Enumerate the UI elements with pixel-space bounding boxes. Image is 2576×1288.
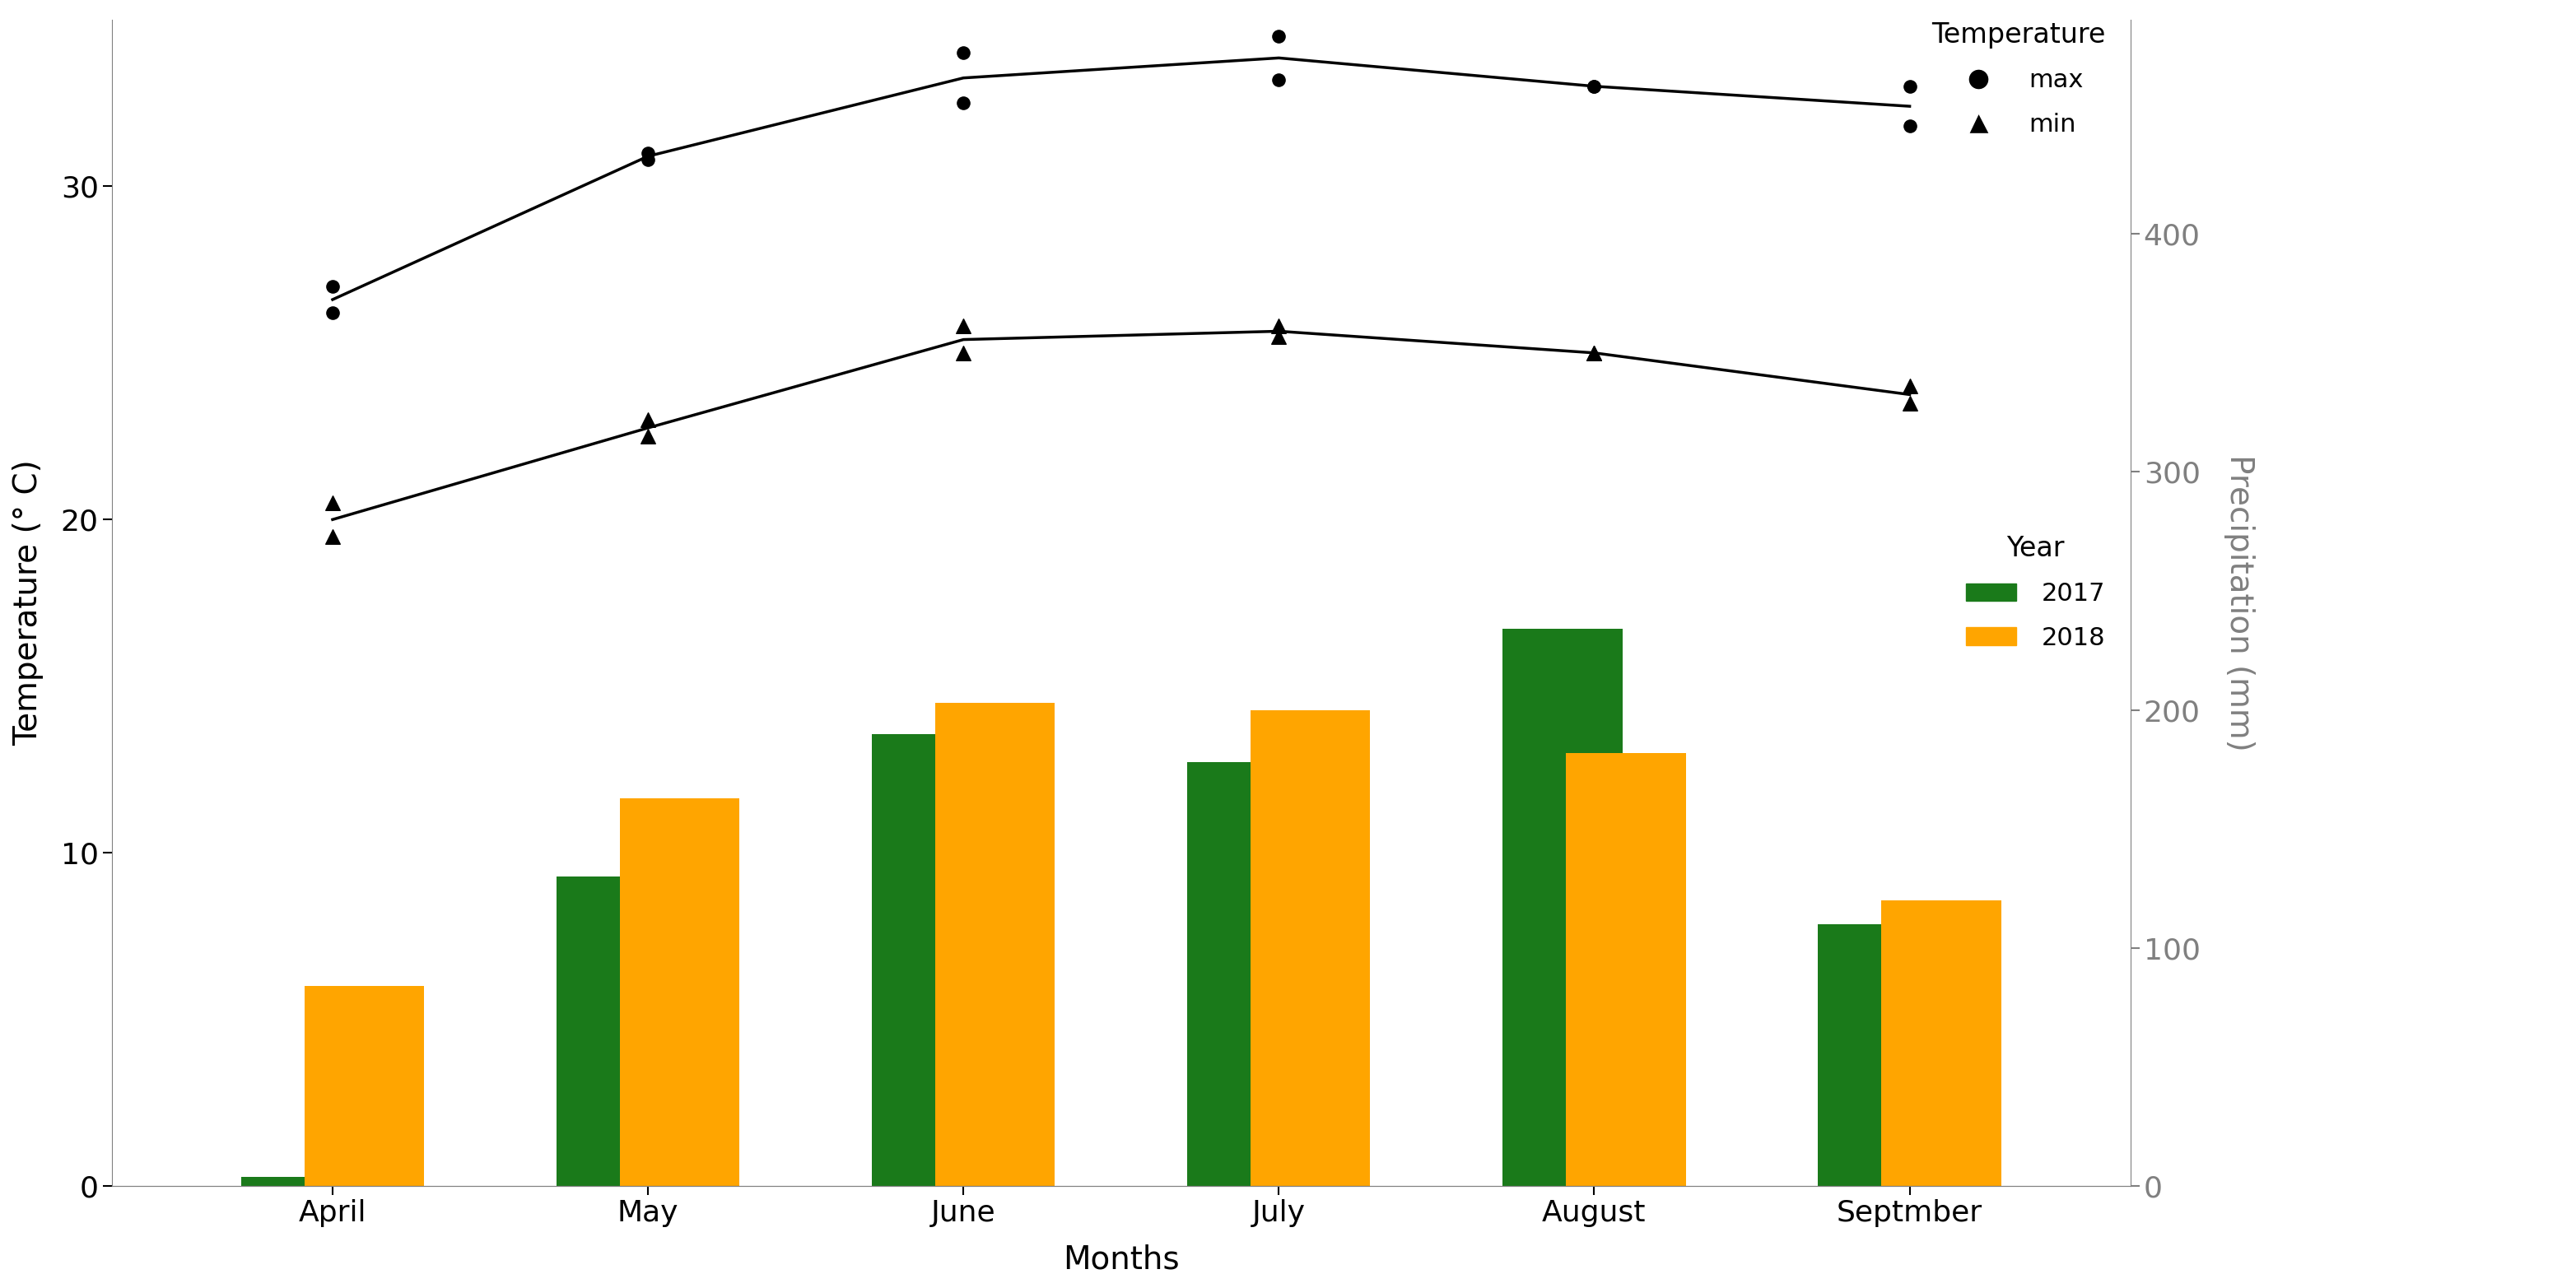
Point: [629, 143, 670, 164]
Point: [943, 343, 984, 363]
Point: [312, 526, 353, 546]
Point: [1574, 343, 1615, 363]
Point: [1888, 376, 1929, 397]
Point: [629, 410, 670, 430]
Bar: [556, 877, 677, 1186]
Bar: [1249, 710, 1370, 1186]
Point: [1257, 326, 1298, 346]
Point: [1574, 76, 1615, 97]
Point: [943, 316, 984, 336]
Point: [1888, 76, 1929, 97]
Bar: [304, 987, 425, 1186]
Bar: [621, 799, 739, 1186]
Point: [1888, 116, 1929, 137]
Bar: [935, 703, 1056, 1186]
Y-axis label: Precipitation (mm): Precipitation (mm): [2223, 455, 2254, 751]
Bar: [1880, 900, 2002, 1186]
Bar: [1188, 762, 1306, 1186]
Point: [629, 149, 670, 170]
Point: [1574, 343, 1615, 363]
Point: [1257, 26, 1298, 46]
Point: [312, 276, 353, 296]
Bar: [871, 734, 992, 1186]
Point: [629, 426, 670, 447]
Point: [943, 43, 984, 63]
Point: [1257, 316, 1298, 336]
X-axis label: Months: Months: [1064, 1244, 1180, 1275]
Legend: 2017, 2018: 2017, 2018: [1953, 522, 2117, 662]
Point: [312, 492, 353, 513]
Point: [1888, 393, 1929, 413]
Bar: [1819, 925, 1937, 1186]
Point: [312, 303, 353, 323]
Bar: [1566, 752, 1685, 1186]
Point: [943, 93, 984, 113]
Bar: [242, 1176, 361, 1186]
Bar: [1502, 629, 1623, 1186]
Point: [1574, 76, 1615, 97]
Point: [1257, 70, 1298, 90]
Y-axis label: Temperature (° C): Temperature (° C): [13, 460, 44, 746]
